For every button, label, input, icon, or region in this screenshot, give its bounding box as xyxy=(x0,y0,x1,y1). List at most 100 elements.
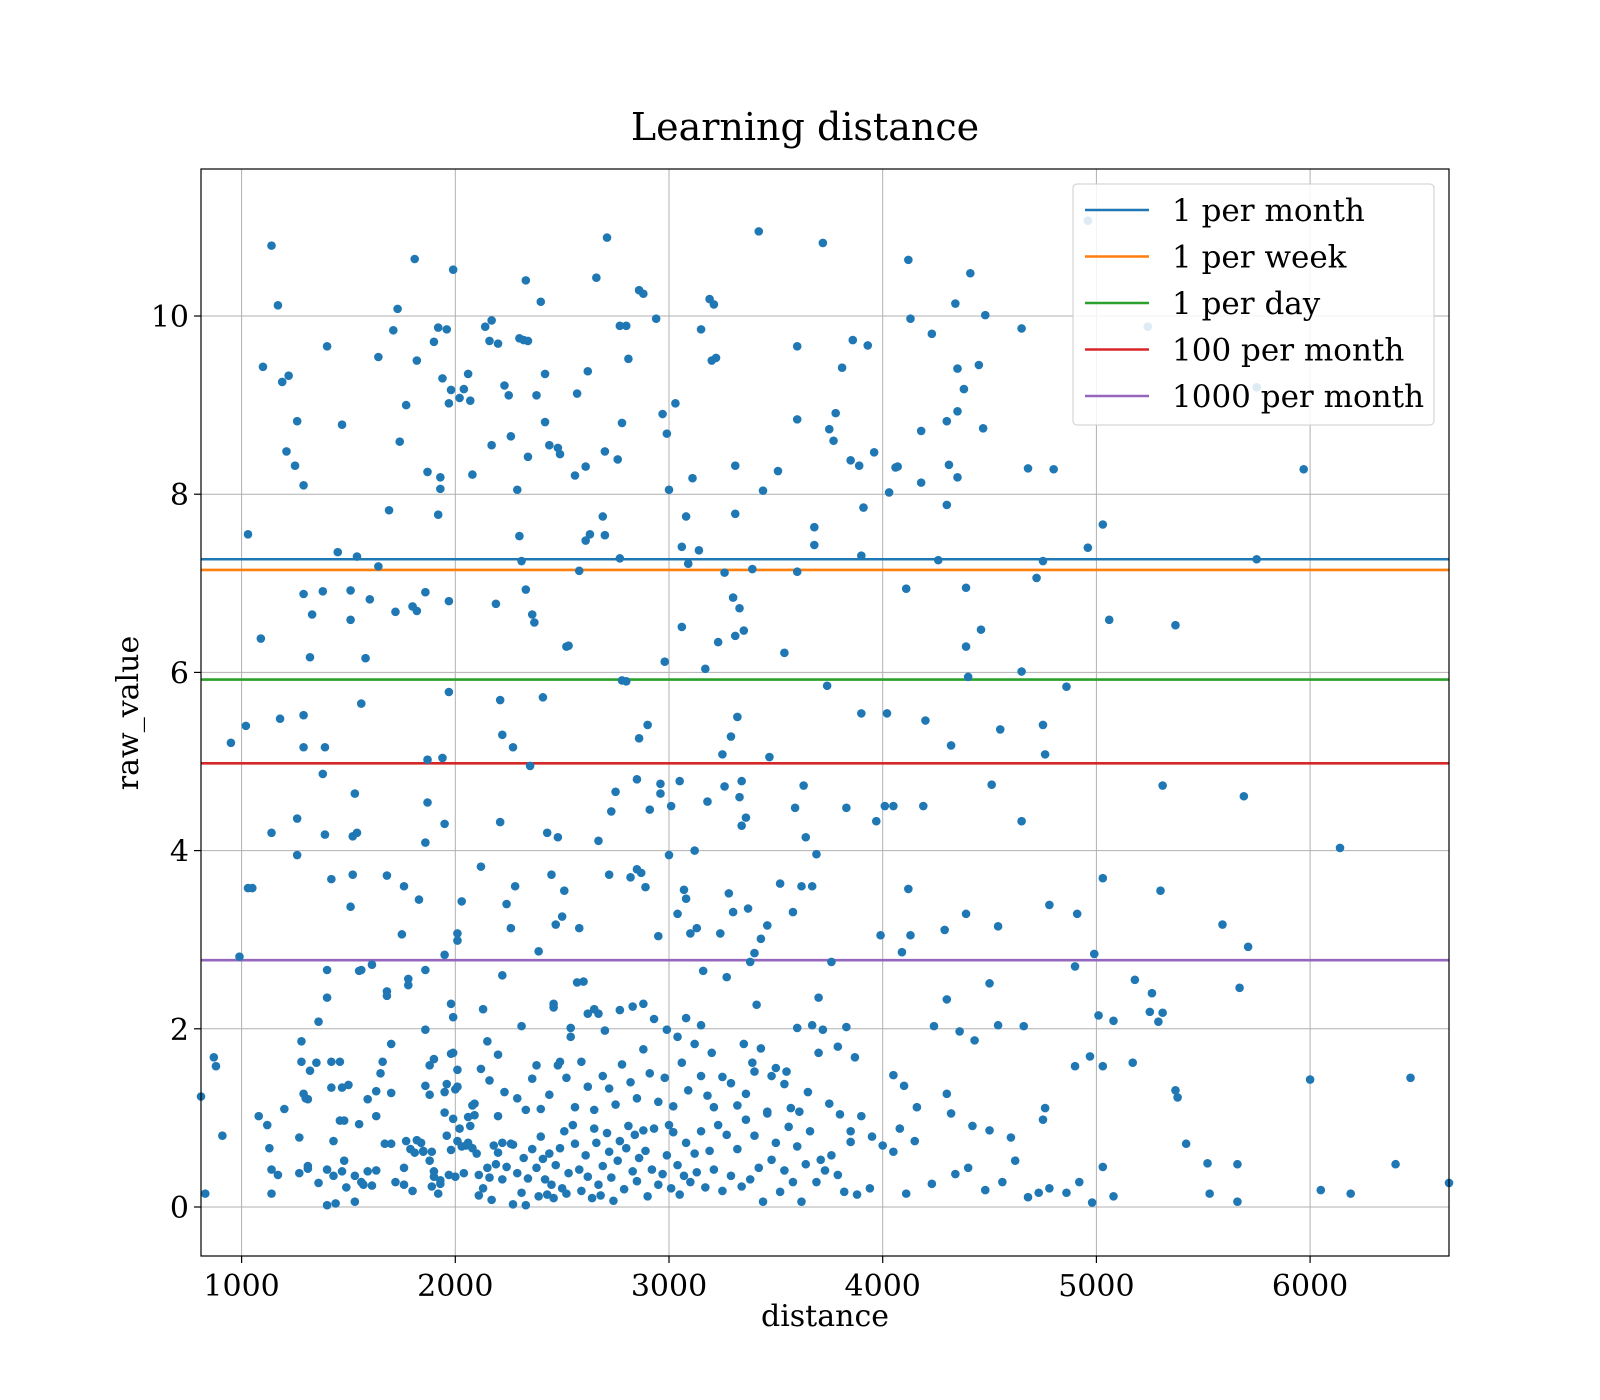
data-point xyxy=(615,1005,625,1015)
data-point xyxy=(485,1173,494,1182)
data-point xyxy=(690,1039,699,1049)
data-point xyxy=(436,1175,445,1185)
data-point xyxy=(478,1183,488,1193)
data-point xyxy=(690,846,699,855)
y-tick-label: 6 xyxy=(170,656,189,691)
data-point xyxy=(827,957,836,967)
data-point xyxy=(1098,873,1108,883)
data-point xyxy=(921,716,930,725)
data-point xyxy=(656,779,665,789)
data-point xyxy=(425,1090,434,1100)
data-point xyxy=(651,314,661,323)
data-point xyxy=(846,1137,855,1147)
data-point xyxy=(517,1188,526,1198)
data-point xyxy=(737,776,746,786)
x-tick-label: 5000 xyxy=(1058,1269,1134,1304)
data-point xyxy=(421,965,430,975)
data-point xyxy=(1062,1188,1071,1198)
x-tick-label: 4000 xyxy=(845,1269,921,1304)
data-point xyxy=(927,329,937,339)
data-point xyxy=(792,342,802,351)
data-point xyxy=(792,567,802,577)
data-point xyxy=(414,895,424,904)
data-point xyxy=(284,371,293,381)
data-point xyxy=(506,923,516,933)
data-point xyxy=(865,1183,875,1193)
data-point xyxy=(495,695,505,705)
data-point xyxy=(583,1009,593,1018)
data-point xyxy=(741,813,751,822)
data-point xyxy=(1083,543,1093,552)
data-point xyxy=(491,1159,501,1169)
data-point xyxy=(942,995,952,1004)
y-axis-ticks: 0 2 4 6 8 10 xyxy=(151,300,201,1226)
data-point xyxy=(350,789,360,798)
data-point xyxy=(660,1073,670,1083)
data-point xyxy=(583,366,593,376)
data-point xyxy=(792,1142,802,1151)
data-point xyxy=(536,1132,546,1141)
data-point xyxy=(1045,1183,1054,1193)
data-point xyxy=(487,440,496,450)
data-point xyxy=(312,1058,321,1067)
data-point xyxy=(440,819,449,829)
data-point xyxy=(1205,1189,1214,1198)
data-point xyxy=(782,1067,791,1076)
data-point xyxy=(1098,1162,1108,1172)
data-point xyxy=(545,1149,554,1158)
data-point xyxy=(371,1086,381,1096)
data-point xyxy=(756,934,766,944)
data-point xyxy=(442,1131,452,1141)
data-point xyxy=(639,289,648,299)
data-point xyxy=(468,1101,477,1110)
data-point xyxy=(320,742,330,752)
data-point xyxy=(555,449,565,459)
data-point xyxy=(728,907,738,917)
data-point xyxy=(331,1199,340,1208)
y-tick-label: 10 xyxy=(151,300,189,335)
data-point xyxy=(857,551,866,560)
data-point xyxy=(446,1049,456,1059)
data-point xyxy=(295,1133,304,1142)
data-point xyxy=(756,1044,766,1053)
data-point xyxy=(752,1000,761,1010)
data-point xyxy=(621,1143,631,1153)
data-point xyxy=(598,512,608,521)
data-point xyxy=(508,742,518,752)
data-point xyxy=(444,687,454,697)
data-point xyxy=(666,1183,676,1193)
data-point xyxy=(412,356,422,365)
data-point xyxy=(525,761,535,771)
data-point xyxy=(1391,1159,1400,1169)
data-point xyxy=(857,709,866,718)
data-point xyxy=(1109,1016,1118,1026)
data-point xyxy=(483,1036,492,1046)
data-point xyxy=(574,566,584,576)
data-point xyxy=(589,1105,599,1115)
data-point xyxy=(290,461,300,470)
data-point xyxy=(327,874,336,884)
data-point xyxy=(634,1153,644,1163)
data-point xyxy=(726,1078,736,1088)
data-point xyxy=(621,677,631,686)
data-point xyxy=(961,583,971,593)
data-point xyxy=(444,596,454,606)
data-point xyxy=(549,1003,558,1012)
data-point xyxy=(959,384,969,394)
data-point xyxy=(942,1089,952,1099)
data-point xyxy=(459,384,469,394)
data-point xyxy=(980,1185,990,1195)
data-point xyxy=(807,1020,817,1030)
data-point xyxy=(344,1080,353,1090)
data-point xyxy=(854,461,864,470)
legend-box xyxy=(1072,183,1435,426)
data-point xyxy=(1147,988,1157,998)
data-point xyxy=(705,1146,714,1156)
data-point xyxy=(696,325,706,334)
legend: 1 per month 1 per week 1 per day 100 per mo… xyxy=(1072,183,1435,426)
data-point xyxy=(440,1108,449,1117)
data-point xyxy=(211,1061,221,1071)
data-point xyxy=(498,730,507,740)
data-point xyxy=(384,505,394,515)
data-point xyxy=(827,1151,836,1160)
